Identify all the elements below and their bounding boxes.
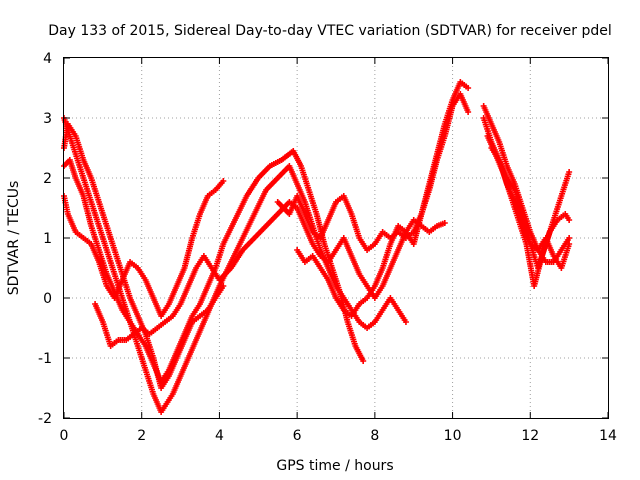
data-point [566, 169, 573, 175]
data-point [566, 217, 573, 223]
y-tick-label: 4 [43, 51, 52, 67]
data-series [61, 79, 573, 415]
chart-title: Day 133 of 2015, Sidereal Day-to-day VTE… [48, 23, 612, 39]
data-point [465, 109, 472, 115]
data-point [402, 319, 409, 325]
x-tick-label: 10 [444, 428, 462, 444]
x-tick-label: 14 [599, 428, 617, 444]
data-point [566, 235, 573, 241]
y-tick-label: -1 [38, 351, 52, 367]
x-tick-label: 12 [521, 428, 539, 444]
y-tick-label: 3 [43, 111, 52, 127]
data-point [441, 220, 448, 226]
x-tick-label: 8 [370, 428, 379, 444]
data-point [566, 241, 573, 247]
series-track-11 [488, 145, 573, 271]
x-tick-label: 4 [215, 428, 224, 444]
data-point [220, 178, 227, 184]
x-axis-label: GPS time / hours [276, 458, 393, 474]
x-tick-label: 0 [60, 428, 69, 444]
x-tick-label: 6 [293, 428, 302, 444]
y-axis-label: SDTVAR / TECUs [6, 181, 22, 296]
y-tick-label: -2 [38, 411, 52, 427]
series-track-7 [294, 79, 472, 319]
y-tick-label: 1 [43, 231, 52, 247]
series-track-5 [92, 199, 448, 349]
data-point [360, 358, 367, 364]
plot-frame [63, 57, 609, 419]
y-tick-label: 0 [43, 291, 52, 307]
x-tick-label: 2 [137, 428, 146, 444]
data-point [465, 85, 472, 91]
y-tick-label: 2 [43, 171, 52, 187]
